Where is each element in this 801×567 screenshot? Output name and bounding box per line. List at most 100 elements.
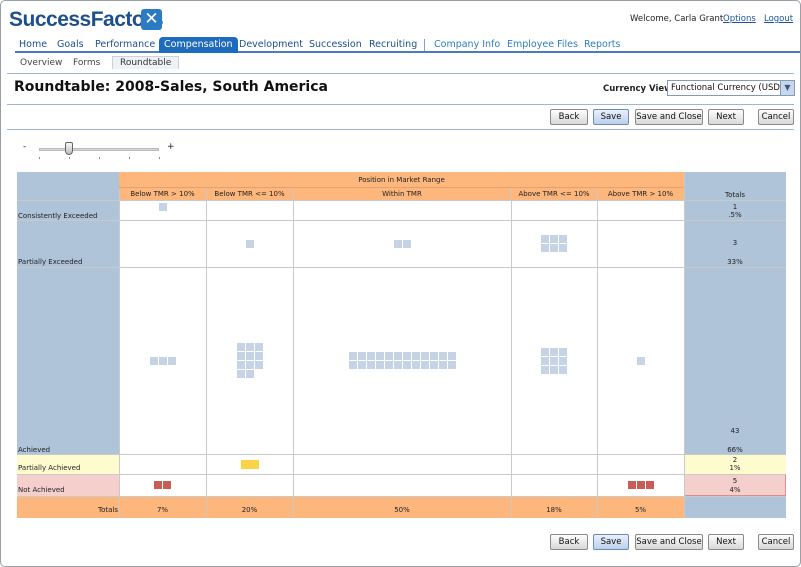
employee-square[interactable] [158, 203, 167, 211]
employee-square[interactable] [236, 343, 245, 351]
save-button-bottom[interactable]: Save [593, 534, 629, 550]
employee-square[interactable] [254, 343, 263, 351]
employee-square[interactable] [627, 481, 636, 489]
slider-thumb[interactable] [65, 142, 73, 155]
nav-separator [424, 39, 425, 51]
employee-square[interactable] [559, 347, 567, 356]
tab-development[interactable]: Development [239, 39, 303, 50]
chevron-down-icon[interactable]: ▼ [780, 81, 794, 95]
employee-square[interactable] [375, 361, 384, 369]
employee-square[interactable] [447, 361, 456, 369]
employee-square[interactable] [393, 352, 402, 360]
employee-square[interactable] [438, 352, 447, 360]
employee-square[interactable] [384, 352, 393, 360]
employee-square[interactable] [375, 352, 384, 360]
employee-square[interactable] [559, 365, 567, 374]
employee-square[interactable] [411, 361, 420, 369]
next-button-bottom[interactable]: Next [708, 534, 744, 550]
tab-employee-files[interactable]: Employee Files [507, 39, 578, 50]
subtab-forms[interactable]: Forms [73, 58, 101, 68]
employee-square[interactable] [254, 352, 263, 360]
employee-square[interactable] [393, 239, 402, 248]
tab-succession[interactable]: Succession [309, 39, 362, 50]
employee-square[interactable] [154, 481, 162, 489]
employee-square[interactable] [167, 356, 176, 365]
employee-square[interactable] [384, 361, 393, 369]
employee-square[interactable] [366, 361, 375, 369]
employee-square[interactable] [559, 244, 567, 252]
employee-square[interactable] [357, 361, 366, 369]
zoom-slider[interactable]: - + [23, 142, 178, 164]
logout-link[interactable]: Logout [764, 14, 794, 24]
column-total: 50% [394, 506, 410, 514]
employee-square[interactable] [550, 235, 558, 243]
employee-square[interactable] [550, 356, 558, 365]
tab-goals[interactable]: Goals [57, 39, 84, 50]
employee-square[interactable] [429, 352, 438, 360]
employee-square[interactable] [402, 361, 411, 369]
tab-home[interactable]: Home [19, 39, 48, 50]
employee-square[interactable] [420, 361, 429, 369]
employee-square[interactable] [420, 352, 429, 360]
tab-company-info[interactable]: Company Info [434, 39, 501, 50]
employee-square[interactable] [559, 356, 567, 365]
tab-compensation[interactable]: Compensation [159, 37, 238, 53]
employee-square[interactable] [541, 347, 549, 356]
employee-square[interactable] [636, 356, 645, 365]
partially-achieved-label-bg [17, 454, 119, 474]
employee-square[interactable] [411, 352, 420, 360]
tab-performance[interactable]: Performance [95, 39, 156, 50]
currency-view-select[interactable]: Functional Currency (USD) ▼ [667, 80, 795, 96]
cancel-button-bottom[interactable]: Cancel [758, 534, 794, 550]
employee-square[interactable] [393, 361, 402, 369]
employee-square[interactable] [236, 370, 245, 378]
employee-square[interactable] [236, 352, 245, 360]
employee-square[interactable] [163, 481, 171, 489]
employee-square[interactable] [636, 481, 645, 489]
employee-square[interactable] [550, 347, 558, 356]
employee-square[interactable] [550, 365, 558, 374]
save-and-close-button-bottom[interactable]: Save and Close [635, 534, 703, 550]
employee-square[interactable] [541, 365, 549, 374]
employee-square[interactable] [348, 361, 357, 369]
slider-track[interactable] [39, 148, 159, 151]
employee-square[interactable] [559, 235, 567, 243]
back-button-bottom[interactable]: Back [550, 534, 588, 550]
employee-square[interactable] [541, 356, 549, 365]
page-title: Roundtable: 2008-Sales, South America [14, 79, 328, 95]
employee-square[interactable] [645, 481, 654, 489]
employee-square[interactable] [245, 370, 254, 378]
employee-square[interactable] [429, 361, 438, 369]
employee-square[interactable] [245, 361, 254, 369]
employee-square[interactable] [158, 356, 167, 365]
subtab-overview[interactable]: Overview [20, 58, 63, 68]
tab-recruiting[interactable]: Recruiting [369, 39, 418, 50]
back-button-top[interactable]: Back [550, 109, 588, 125]
employee-square[interactable] [236, 361, 245, 369]
employee-square[interactable] [149, 356, 158, 365]
employee-square[interactable] [541, 235, 549, 243]
subtab-roundtable[interactable]: Roundtable [112, 56, 180, 69]
column-header-below-tmr-over-10: Below TMR > 10% [130, 190, 195, 198]
employee-square[interactable] [348, 352, 357, 360]
employee-square[interactable] [447, 352, 456, 360]
employee-square[interactable] [366, 352, 375, 360]
employee-square[interactable] [245, 343, 254, 351]
employee-square[interactable] [254, 361, 263, 369]
save-button-top[interactable]: Save [593, 109, 629, 125]
employee-square[interactable] [245, 352, 254, 360]
employee-square[interactable] [245, 239, 254, 248]
employee-square[interactable] [550, 244, 558, 252]
cancel-button-top[interactable]: Cancel [758, 109, 794, 125]
options-link[interactable]: Options [723, 14, 756, 24]
next-button-top[interactable]: Next [708, 109, 744, 125]
save-and-close-button-top[interactable]: Save and Close [635, 109, 703, 125]
employee-square[interactable] [402, 352, 411, 360]
employee-square[interactable] [240, 459, 259, 469]
employee-square[interactable] [402, 239, 411, 248]
employee-square[interactable] [541, 244, 549, 252]
employee-square[interactable] [438, 361, 447, 369]
tab-reports[interactable]: Reports [584, 39, 621, 50]
employee-square[interactable] [357, 352, 366, 360]
welcome-text: Welcome, Carla Grant [630, 14, 724, 24]
